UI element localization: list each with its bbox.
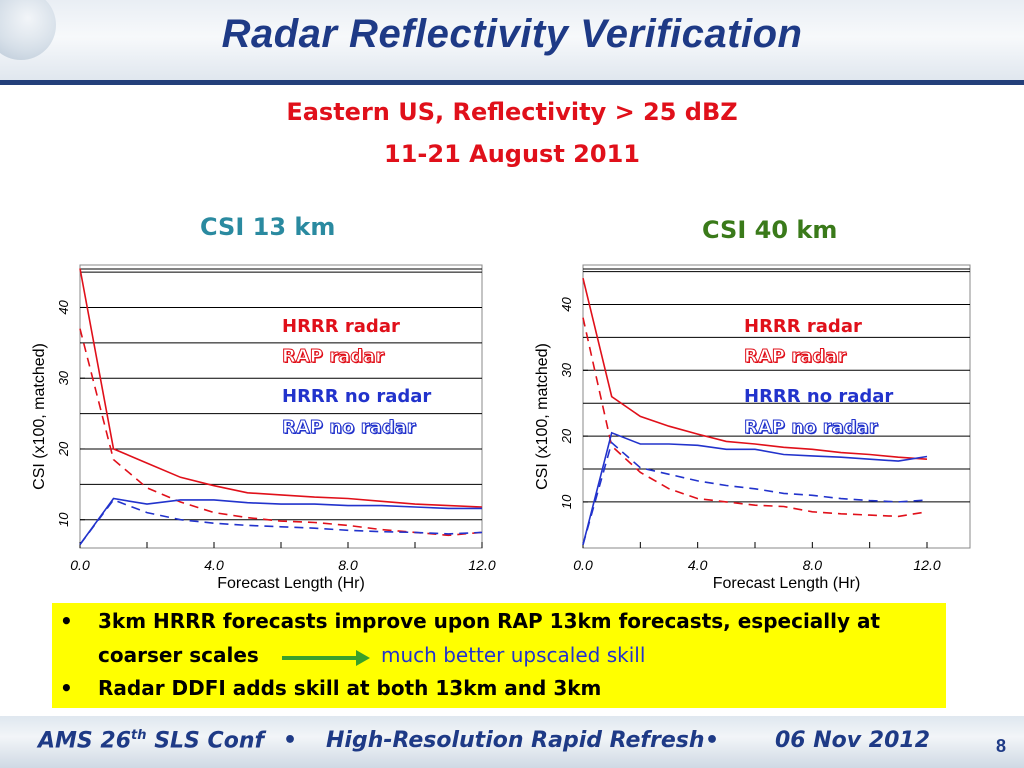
legend-hrrr-radar: HRRR radar <box>744 316 862 337</box>
y-axis-label: CSI (x100, matched) <box>31 343 48 490</box>
slide-header <box>0 0 1024 82</box>
legend-hrrr-radar: HRRR radar <box>282 316 400 337</box>
y-tick-label: 10 <box>559 494 574 509</box>
right-arrow-icon <box>282 650 370 666</box>
legend-hrrr-no-radar: HRRR no radar <box>744 386 894 407</box>
footer-conference: AMS 26th SLS Conf <box>38 728 265 754</box>
y-axis-label: CSI (x100, matched) <box>534 343 551 490</box>
series-line-hrrr-no-radar <box>582 431 928 545</box>
legend-rap-no-radar: RAP no radar <box>744 417 879 439</box>
series-line-rap-radar <box>582 317 928 518</box>
series-line-hrrr-no-radar <box>79 497 482 545</box>
x-tick-label: 4.0 <box>688 557 708 573</box>
legend-rap-radar: RAP radar <box>743 346 847 368</box>
bullet-1-highlight: much better upscaled skill <box>381 643 646 667</box>
summary-notes-box: • 3km HRRR forecasts improve upon RAP 13… <box>52 603 946 708</box>
chart-group-0: 10 20 30 40 0.0 4.0 8.0 12.0 Forecast Length (Hr… <box>31 264 496 592</box>
x-tick-label: 0.0 <box>573 557 593 573</box>
y-tick-label: 30 <box>56 370 71 385</box>
legend-rap-no-radar: RAP no radar <box>282 417 417 439</box>
page-number: 8 <box>995 736 1006 756</box>
footer-date: 06 Nov 2012 <box>775 728 931 753</box>
bullet-2-text: Radar DDFI adds skill at both 13km and 3… <box>98 676 602 700</box>
panel-title-40km: CSI 40 km <box>702 216 838 244</box>
series-line-rap-no-radar <box>582 441 928 545</box>
panel-title-13km: CSI 13 km <box>200 213 336 241</box>
x-tick-label: 12.0 <box>913 557 940 573</box>
series-line-rap-no-radar <box>79 498 483 545</box>
slide-title: Radar Reflectivity Verification <box>221 12 803 56</box>
x-tick-label: 0.0 <box>70 557 90 573</box>
x-tick-label: 8.0 <box>803 557 823 573</box>
y-tick-label: 20 <box>559 428 574 444</box>
y-tick-label: 10 <box>56 512 71 527</box>
series-line-hrrr-radar <box>582 278 928 460</box>
series-line-hrrr-radar <box>79 268 483 508</box>
plot-frame <box>582 264 971 549</box>
slide-subtitle-line2: 11-21 August 2011 <box>384 140 640 168</box>
footer-project: High-Resolution Rapid Refresh <box>326 728 705 753</box>
slide-footer: AMS 26th SLS Conf • High-Resolution Rapi… <box>0 716 1024 768</box>
y-tick-label: 40 <box>56 299 71 314</box>
footer-separator: • <box>283 728 298 753</box>
bullet-marker: • <box>60 676 73 700</box>
x-tick-label: 8.0 <box>338 557 358 573</box>
y-tick-label: 40 <box>559 296 574 311</box>
legend-rap-radar: RAP radar <box>281 346 385 368</box>
x-tick-label: 4.0 <box>204 557 224 573</box>
legend-hrrr-no-radar: HRRR no radar <box>282 386 432 407</box>
slide-subtitle-line1: Eastern US, Reflectivity > 25 dBZ <box>286 98 738 126</box>
x-axis-label: Forecast Length (Hr) <box>713 575 861 592</box>
bullet-marker: • <box>60 609 73 633</box>
footer-separator: • <box>705 728 720 753</box>
header-rule <box>0 80 1024 85</box>
x-axis-label: Forecast Length (Hr) <box>217 575 365 592</box>
y-tick-label: 20 <box>56 441 71 457</box>
bullet-1-line-1: 3km HRRR forecasts improve upon RAP 13km… <box>98 609 881 633</box>
x-tick-label: 12.0 <box>468 557 495 573</box>
bullet-1-line-2: coarser scales <box>98 643 259 667</box>
chart-group-1: 10 20 30 40 0.0 4.0 8.0 12.0 Forecast Length (Hr… <box>534 264 971 592</box>
y-tick-label: 30 <box>559 362 574 377</box>
